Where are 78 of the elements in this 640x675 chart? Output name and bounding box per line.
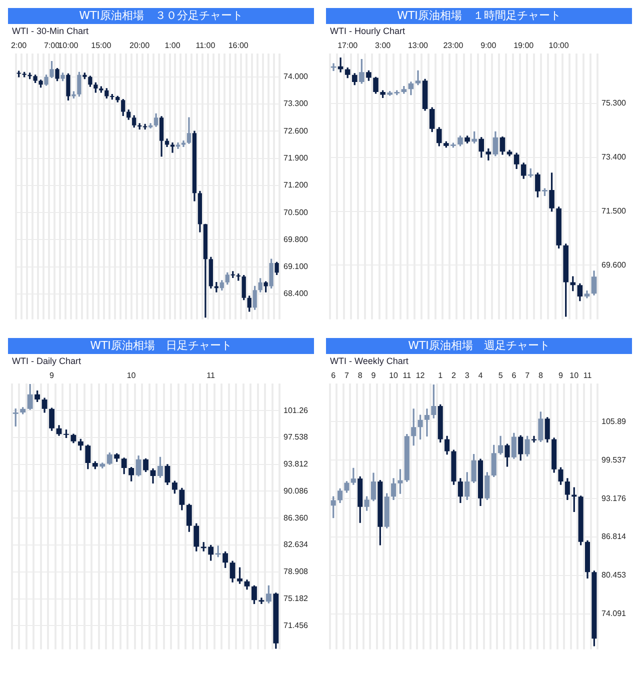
- y-tick-label: 71.500: [602, 206, 627, 216]
- x-tick-label: 11: [206, 371, 216, 380]
- chart-subtitle: WTI - Weekly Chart: [329, 355, 410, 368]
- x-tick-label: 20:00: [130, 41, 150, 50]
- y-tick-label: 78.908: [284, 567, 309, 576]
- y-tick-label: 71.900: [284, 153, 309, 162]
- x-tick-label: 9: [371, 371, 376, 380]
- x-tick-label: 1: [438, 371, 444, 380]
- chart-subtitle: WTI - Daily Chart: [11, 355, 82, 368]
- x-tick-label: 9:00: [480, 41, 497, 50]
- x-tick-label: 8: [358, 371, 363, 380]
- y-tick-label: 71.200: [284, 180, 309, 190]
- x-tick-label: 10: [126, 371, 136, 380]
- y-tick-label: 72.600: [284, 126, 309, 136]
- chart-subtitle: WTI - 30-Min Chart: [11, 25, 90, 38]
- x-tick-label: 2:00: [11, 41, 28, 50]
- x-tick-label: 9: [50, 371, 55, 380]
- y-tick-label: 73.400: [602, 152, 627, 162]
- x-tick-label: 7: [344, 371, 350, 380]
- x-tick-label: 11:00: [196, 41, 216, 50]
- candlestick: [415, 70, 421, 86]
- y-tick-label: 69.100: [284, 262, 309, 272]
- x-tick-label: 10:00: [548, 41, 570, 50]
- chart-title: WTI原油相場 週足チャート: [326, 338, 632, 354]
- y-tick-label: 74.000: [284, 72, 309, 82]
- x-tick-label: 3:00: [375, 41, 392, 50]
- x-tick-label: 17:00: [338, 41, 358, 50]
- x-tick-label: 11: [402, 371, 412, 380]
- chart-title: WTI原油相場 日足チャート: [8, 338, 314, 354]
- y-tick-label: 75.300: [602, 98, 627, 108]
- y-tick-label: 86.360: [284, 513, 309, 522]
- y-tick-label: 86.814: [602, 532, 627, 542]
- x-tick-label: 2: [452, 371, 457, 380]
- candlestick: [258, 598, 264, 604]
- candlestick: [143, 124, 148, 130]
- y-tick-label: 69.800: [284, 234, 309, 244]
- y-tick-label: 90.086: [284, 486, 309, 496]
- y-tick-label: 70.500: [284, 208, 309, 217]
- y-tick-label: 80.453: [602, 570, 627, 580]
- x-tick-label: 8: [538, 371, 544, 380]
- y-tick-label: 99.537: [602, 455, 627, 464]
- x-tick-label: 12: [416, 371, 426, 380]
- x-tick-label: 23:00: [443, 41, 464, 50]
- y-tick-label: 71.456: [284, 620, 309, 630]
- x-tick-label: 4: [478, 371, 484, 380]
- y-tick-label: 93.812: [284, 460, 309, 469]
- x-tick-label: 10: [570, 371, 580, 380]
- x-tick-label: 13:00: [408, 41, 429, 50]
- x-tick-label: 5: [498, 371, 504, 380]
- y-tick-label: 74.091: [602, 609, 627, 618]
- x-tick-label: 10: [389, 371, 399, 380]
- x-tick-label: 9: [558, 371, 564, 380]
- chart-title: WTI原油相場 １時間足チャート: [326, 8, 632, 24]
- y-tick-label: 68.400: [284, 289, 309, 298]
- chart-subtitle: WTI - Hourly Chart: [329, 25, 406, 38]
- candlestick: [424, 408, 430, 437]
- y-tick-label: 93.176: [602, 494, 627, 503]
- candlestick: [330, 63, 336, 71]
- x-tick-label: 15:00: [91, 41, 112, 50]
- y-tick-label: 75.182: [284, 594, 309, 604]
- candlestick: [170, 142, 175, 153]
- y-tick-label: 105.89: [602, 416, 627, 426]
- chart-title: WTI原油相場 ３０分足チャート: [8, 8, 314, 24]
- y-tick-label: 101.26: [284, 406, 309, 415]
- y-tick-label: 73.300: [284, 99, 309, 108]
- y-tick-label: 82.634: [284, 540, 309, 550]
- y-tick-label: 69.600: [602, 260, 627, 270]
- x-tick-label: 11: [583, 371, 592, 380]
- x-tick-label: 6: [512, 371, 517, 380]
- x-tick-label: 16:00: [228, 41, 249, 50]
- x-tick-label: 6: [331, 371, 336, 380]
- y-tick-label: 97.538: [284, 432, 309, 442]
- x-tick-label: 3: [464, 371, 470, 380]
- x-tick-label: 19:00: [514, 41, 534, 50]
- x-tick-label: 1:00: [164, 41, 181, 50]
- x-tick-label: 10:00: [58, 41, 79, 50]
- x-tick-label: 7: [525, 371, 530, 380]
- candlestick: [215, 546, 221, 558]
